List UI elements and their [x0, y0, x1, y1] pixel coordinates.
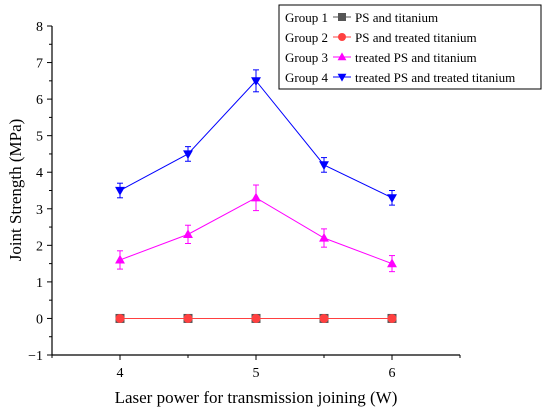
data-point: [251, 313, 261, 323]
data-point: [183, 313, 193, 323]
x-axis-title: Laser power for transmission joining (W): [115, 388, 398, 407]
data-point: [387, 313, 397, 323]
x-tick-label: 4: [117, 366, 124, 381]
legend-group-label: Group 4: [285, 70, 328, 85]
legend-group-label: Group 1: [285, 10, 328, 25]
series-line: [119, 80, 393, 199]
y-tick-label: 0: [36, 312, 43, 327]
data-point: [115, 186, 125, 196]
data-point: [319, 313, 329, 323]
legend-marker: [337, 52, 347, 61]
x-tick-label: 6: [389, 366, 396, 381]
series-2: [115, 313, 397, 323]
series-4: [115, 69, 397, 206]
data-point: [251, 77, 261, 87]
legend-group-label: Group 3: [285, 50, 328, 65]
y-tick-label: 2: [36, 239, 43, 254]
axes: −1 0 1 2 3 4 5 6 7 8 4 5 6: [28, 20, 461, 381]
legend-item: Group 4 treated PS and treated titanium: [285, 70, 515, 85]
legend-marker: [337, 73, 347, 82]
legend-marker: [338, 33, 346, 41]
data-point: [115, 254, 125, 264]
data-point: [183, 229, 193, 238]
y-tick-label: 3: [36, 203, 43, 218]
y-tick-label: −1: [28, 349, 43, 364]
legend-item: Group 1 PS and titanium: [285, 10, 438, 25]
legend-item: Group 2 PS and treated titanium: [285, 30, 477, 45]
data-point: [319, 161, 329, 171]
legend-item: Group 3 treated PS and titanium: [285, 50, 477, 65]
series-3: [115, 184, 397, 273]
plot-area: [115, 69, 397, 323]
x-tick-label: 5: [253, 366, 260, 381]
data-point: [251, 192, 261, 202]
y-tick-label: 6: [36, 93, 43, 108]
data-point: [183, 150, 193, 160]
legend-box: [278, 4, 542, 90]
legend-marker: [338, 13, 346, 21]
data-point: [387, 194, 397, 203]
legend: Group 1 PS and titanium Group 2 PS and trea…: [278, 4, 542, 90]
legend-series-label: PS and titanium: [355, 10, 438, 25]
legend-series-label: PS and treated titanium: [355, 30, 477, 45]
y-axis-title: Joint Strength (MPa): [6, 119, 25, 262]
y-tick-label: 5: [36, 130, 43, 145]
data-point: [387, 258, 397, 268]
y-tick-label: 8: [36, 20, 43, 35]
data-point: [319, 232, 329, 242]
legend-group-label: Group 2: [285, 30, 328, 45]
y-tick-label: 1: [36, 276, 43, 291]
legend-series-label: treated PS and titanium: [355, 50, 477, 65]
legend-series-label: treated PS and treated titanium: [355, 70, 515, 85]
y-tick-label: 7: [36, 57, 43, 72]
y-tick-label: 4: [36, 166, 43, 181]
data-point: [115, 313, 125, 323]
